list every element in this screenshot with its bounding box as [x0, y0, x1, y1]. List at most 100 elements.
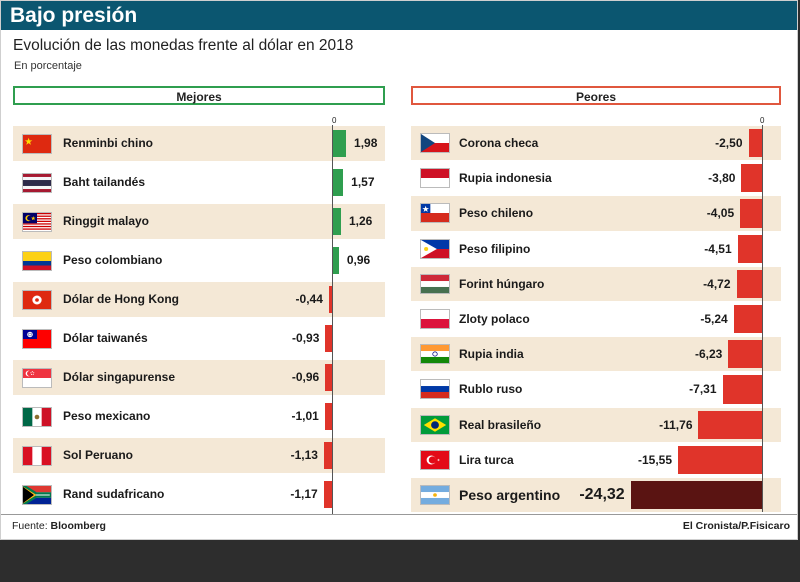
malaysia-flag [22, 212, 52, 232]
poland-flag [420, 309, 450, 329]
table-row: Corona checa -2,50 [411, 126, 781, 161]
china-flag [22, 134, 52, 154]
bar-forint-hungaro [736, 269, 762, 298]
czech-flag [420, 133, 450, 153]
footer-divider [1, 514, 797, 515]
table-row: Rand sudafricano -1,17 [13, 477, 385, 512]
currency-label-rublo-ruso: Rublo ruso [459, 382, 523, 397]
south-africa-flag [22, 485, 52, 505]
currency-label-peso-mexicano: Peso mexicano [63, 409, 151, 423]
table-row: Peso filipino -4,51 [411, 232, 781, 266]
india-flag [420, 344, 450, 365]
hong-kong-flag [22, 290, 52, 310]
peru-flag [22, 446, 52, 466]
credit-note: El Cronista/P.Fisicaro [682, 520, 790, 532]
best-panel-header: Mejores [13, 86, 385, 105]
currency-label-lira-turca: Lira turca [459, 452, 514, 467]
bar-corona-checa [748, 129, 762, 158]
right-zero-axis [762, 125, 763, 513]
table-row: Peso mexicano -1,01 [13, 399, 385, 434]
table-row: Zloty polaco -5,24 [411, 302, 781, 336]
currency-label-sol-peruano: Sol Peruano [63, 448, 134, 462]
page-title: Bajo presión [1, 1, 797, 30]
table-row: Forint húngaro -4,72 [411, 266, 781, 301]
source-prefix: Fuente: [12, 520, 51, 532]
table-row: Lira turca -15,55 [411, 443, 781, 477]
value-label-rublo-ruso: -7,31 [689, 382, 717, 397]
thailand-flag [22, 173, 52, 193]
currency-label-rupia-india: Rupia india [459, 347, 524, 362]
taiwan-flag [22, 329, 52, 349]
value-label-real-brasileno: -11,76 [659, 417, 693, 432]
currency-label-zloty-polaco: Zloty polaco [459, 312, 530, 326]
worst-panel-header: Peores [411, 86, 781, 105]
table-row: Dólar taiwanés -0,93 [13, 321, 385, 356]
value-label-peso-mexicano: -1,01 [291, 409, 319, 423]
chart-subtitle: Evolución de las monedas frente al dólar… [13, 37, 354, 54]
currency-label-renminbi-chino: Renminbi chino [63, 136, 153, 150]
bar-dolar-taiwanes [325, 325, 332, 352]
table-row: Dólar singapurense -0,96 [13, 360, 385, 395]
currency-label-baht-tailandes: Baht tailandés [63, 175, 146, 189]
indonesia-flag [420, 168, 450, 189]
russia-flag [420, 379, 450, 400]
value-label-peso-argentino: -24,32 [579, 486, 625, 503]
table-row: Real brasileño -11,76 [411, 407, 781, 442]
bar-sol-peruano [323, 442, 332, 469]
colombia-flag [22, 251, 52, 271]
table-row: Rublo ruso -7,31 [411, 372, 781, 406]
value-label-renminbi-chino: 1,98 [354, 136, 378, 150]
source-note: Fuente: Bloomberg [12, 520, 106, 532]
right-zero-label: 0 [760, 116, 765, 125]
value-label-rupia-indonesia: -3,80 [708, 171, 736, 186]
currency-label-peso-filipino: Peso filipino [459, 241, 531, 256]
table-row: Dólar de Hong Kong -0,44 [13, 282, 385, 317]
units-label: En porcentaje [14, 60, 82, 72]
table-row: Peso chileno -4,05 [411, 196, 781, 231]
currency-label-dolar-taiwanes: Dólar taiwanés [63, 331, 148, 345]
chile-flag [420, 203, 450, 224]
table-row: Baht tailandés 1,57 [13, 165, 385, 200]
currency-label-dolar-de-hong-kong: Dólar de Hong Kong [63, 292, 179, 306]
brazil-flag [420, 414, 450, 435]
currency-label-ringgit-malayo: Ringgit malayo [63, 214, 150, 228]
bar-dolar-singapurense [325, 364, 332, 391]
left-zero-label: 0 [332, 116, 337, 125]
bar-rand-sudafricano [323, 481, 332, 508]
bar-rupia-india [728, 340, 762, 369]
currency-label-forint-hungaro: Forint húngaro [459, 276, 545, 291]
bar-peso-filipino [737, 234, 762, 263]
value-label-corona-checa: -2,50 [715, 136, 743, 150]
currency-label-real-brasileno: Real brasileño [459, 417, 542, 432]
currency-label-peso-argentino: Peso argentino [459, 487, 561, 503]
value-label-forint-hungaro: -4,72 [703, 276, 731, 291]
singapore-flag [22, 368, 52, 388]
table-row: Peso argentino -24,32 [411, 478, 781, 513]
value-label-rupia-india: -6,23 [695, 347, 723, 362]
argentina-flag [420, 485, 450, 505]
currency-label-rand-sudafricano: Rand sudafricano [63, 487, 165, 501]
currency-label-peso-chileno: Peso chileno [459, 206, 534, 221]
bar-ringgit-malayo [332, 208, 341, 235]
bar-zloty-polaco [733, 305, 762, 334]
table-row: Sol Peruano -1,13 [13, 438, 385, 473]
table-row: Renminbi chino 1,98 [13, 126, 385, 161]
bar-dolar-de-hong-kong [328, 286, 332, 313]
value-label-dolar-singapurense: -0,96 [291, 370, 320, 384]
value-label-rand-sudafricano: -1,17 [290, 487, 318, 501]
currency-label-corona-checa: Corona checa [459, 136, 539, 150]
currency-label-dolar-singapurense: Dólar singapurense [63, 370, 176, 384]
bar-rublo-ruso [722, 375, 762, 404]
bar-lira-turca [678, 445, 762, 474]
bar-peso-argentino [630, 481, 762, 510]
bar-peso-colombiano [332, 247, 339, 274]
hungary-flag [420, 273, 450, 294]
value-label-lira-turca: -15,55 [638, 452, 673, 467]
value-label-peso-colombiano: 0,96 [346, 253, 371, 267]
value-label-baht-tailandes: 1,57 [351, 175, 375, 189]
table-row: Rupia indonesia -3,80 [411, 161, 781, 195]
value-label-peso-chileno: -4,05 [706, 206, 735, 221]
mexico-flag [22, 407, 52, 427]
infographic: Bajo presión Evolución de las monedas fr… [0, 0, 798, 540]
currency-label-rupia-indonesia: Rupia indonesia [459, 171, 552, 186]
